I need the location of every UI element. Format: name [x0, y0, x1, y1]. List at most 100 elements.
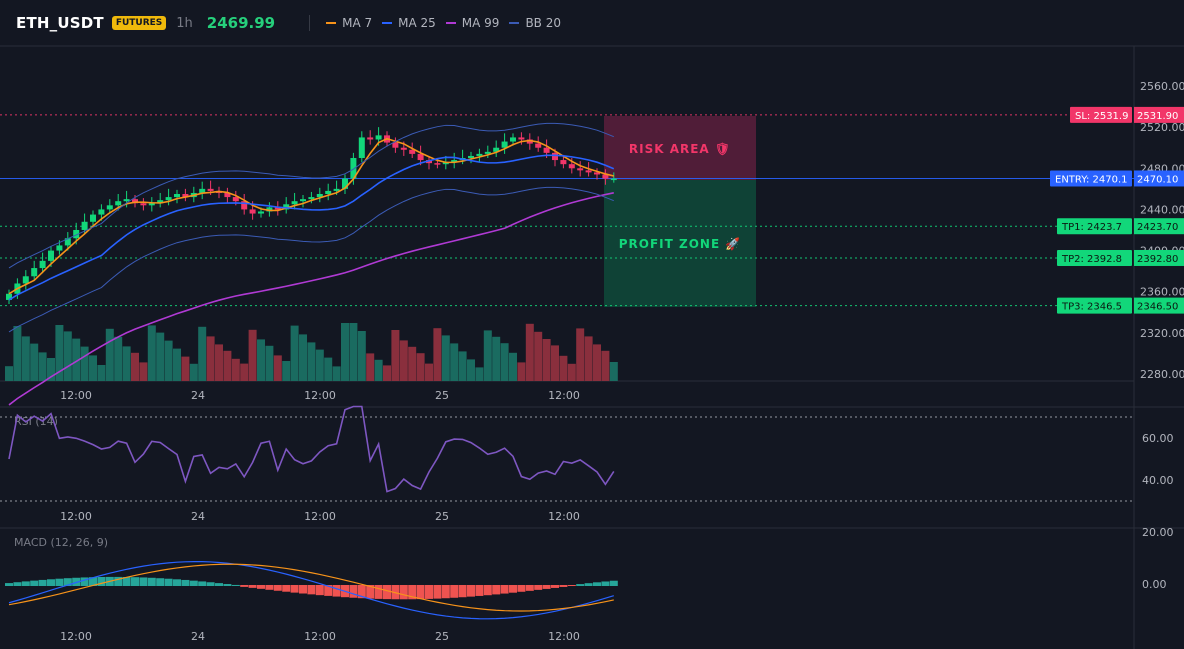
macd-hist-bar: [80, 577, 89, 586]
macd-hist-bar: [273, 585, 282, 591]
macd-hist-bar: [609, 580, 618, 586]
symbol-name[interactable]: ETH_USDT: [16, 14, 104, 32]
macd-hist-bar: [307, 585, 316, 595]
time-tick: 12:00: [548, 389, 580, 402]
volume-bar: [13, 326, 22, 381]
macd-hist-bar: [500, 585, 509, 594]
macd-hist-bar: [55, 578, 64, 586]
volume-bar: [105, 328, 114, 381]
volume-bar: [231, 358, 240, 381]
volume-bar: [584, 336, 593, 381]
volume-bar: [223, 350, 232, 381]
volume-bar: [122, 346, 131, 381]
macd-hist-bar: [349, 585, 358, 598]
candle-body: [174, 194, 180, 198]
legend-bb20[interactable]: BB 20: [509, 16, 561, 30]
candle-body: [426, 160, 432, 164]
tp2-tag-box: [1057, 249, 1132, 266]
price-tick: 2320.00: [1140, 327, 1184, 340]
macd-hist-bar: [21, 581, 30, 586]
volume-bar: [248, 329, 257, 381]
candle-body: [39, 260, 46, 269]
profit-zone[interactable]: [604, 180, 756, 307]
macd-hist-bar: [131, 577, 139, 586]
macd-hist-bar: [433, 585, 442, 599]
volume-bar: [408, 346, 417, 381]
legend-bb20-label: BB 20: [525, 16, 562, 30]
timeframe-label[interactable]: 1h: [176, 15, 193, 31]
candle-body: [283, 204, 290, 210]
volume-bar: [601, 350, 610, 381]
volume-bar: [114, 336, 123, 381]
volume-bar: [206, 336, 215, 381]
candle-body: [434, 163, 441, 165]
volume-bar: [97, 365, 106, 381]
volume-bar: [567, 363, 576, 381]
macd-histogram: [5, 576, 618, 600]
volume-bar: [173, 348, 181, 381]
chart-header: ETH_USDT FUTURES 1h 2469.99 MA 7 MA 25 M…: [0, 0, 1184, 46]
macd-hist-bar: [332, 585, 341, 597]
rsi-tick-60: 60.00: [1142, 432, 1174, 445]
volume-bar: [525, 323, 534, 381]
volume-bar: [576, 328, 585, 381]
candle-body: [22, 276, 29, 284]
volume-bar: [534, 331, 543, 381]
macd-hist-bar: [534, 585, 543, 590]
macd-label[interactable]: MACD (12, 26, 9): [14, 536, 108, 549]
legend-ma25[interactable]: MA 25: [382, 16, 436, 30]
volume-bar: [147, 325, 156, 381]
price-tick: 2280.00: [1140, 368, 1184, 381]
profit-zone-label: PROFIT ZONE 🚀: [619, 237, 742, 251]
macd-hist-bar: [509, 585, 517, 593]
candle-body: [199, 188, 206, 193]
macd-hist-bar: [458, 585, 467, 598]
macd-hist-bar: [357, 585, 366, 599]
volume-bar: [399, 340, 408, 381]
macd-hist-bar: [492, 585, 501, 595]
risk-area-zone[interactable]: [604, 116, 756, 180]
volume-bar: [55, 325, 64, 381]
volume-bar: [441, 335, 450, 381]
macd-hist-bar: [38, 579, 47, 586]
macd-hist-bar: [47, 579, 55, 586]
candle-body: [266, 207, 273, 212]
candle-body: [73, 230, 80, 239]
volume-bar: [139, 362, 148, 381]
macd-hist-bar: [517, 585, 526, 592]
volume-bar: [509, 352, 517, 381]
tp2-value-box: [1134, 249, 1184, 266]
macd-hist-bar: [139, 577, 148, 586]
macd-time-tick: 25: [435, 630, 449, 643]
legend-ma99[interactable]: MA 99: [445, 16, 499, 30]
candle-body: [350, 158, 357, 179]
volume-bar: [500, 343, 509, 381]
volume-bar: [47, 358, 55, 381]
tp1-value-text: 2423.70: [1137, 222, 1178, 233]
macd-hist-bar: [198, 581, 207, 586]
macd-hist-bar: [483, 585, 492, 596]
macd-hist-bar: [164, 578, 173, 586]
candle-body: [342, 178, 348, 189]
moving-averages: [8, 122, 615, 406]
volume-bar: [5, 366, 13, 381]
macd-hist-bar: [324, 585, 333, 596]
macd-hist-bar: [282, 585, 291, 592]
macd-hist-bar: [551, 585, 559, 588]
volume-bar: [315, 349, 324, 381]
candle-body: [308, 197, 315, 200]
volume-bar: [609, 362, 618, 381]
legend-ma7[interactable]: MA 7: [326, 16, 372, 30]
candle-body: [333, 188, 340, 191]
rsi-time-axis: 12:00 24 12:00 25 12:00: [60, 510, 580, 523]
candlesticks[interactable]: [6, 127, 617, 305]
time-axis: 12:00 24 12:00 25 12:00: [60, 389, 580, 402]
candle-body: [123, 199, 130, 202]
macd-hist-bar: [30, 580, 39, 586]
volume-bar: [299, 334, 307, 381]
volume-bar: [551, 345, 559, 381]
macd-hist-bar: [593, 582, 601, 586]
macd-hist-bar: [122, 576, 131, 586]
volume-bar: [131, 352, 139, 381]
